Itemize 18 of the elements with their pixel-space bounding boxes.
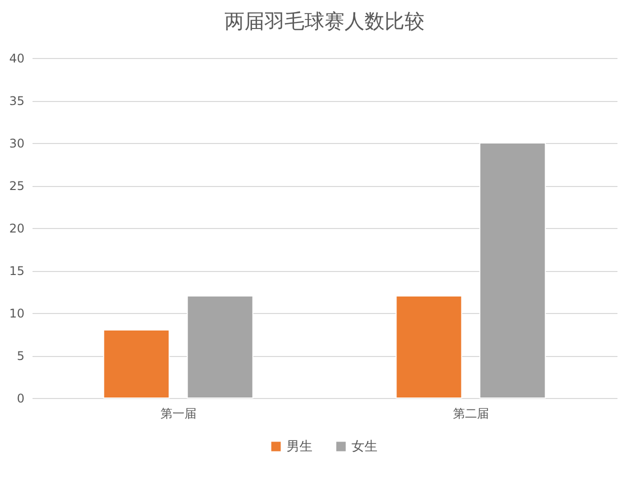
y-tick-label: 35 (9, 94, 24, 108)
chart-title: 两届羽毛球赛人数比较 (224, 9, 424, 33)
bar (396, 296, 462, 398)
y-tick-label: 0 (16, 392, 24, 406)
legend-label: 女生 (352, 440, 378, 455)
x-tick-label: 第一届 (160, 406, 196, 420)
bar (479, 142, 546, 398)
legend-label: 男生 (286, 440, 312, 455)
y-tick-label: 20 (9, 222, 24, 236)
y-tick-label: 15 (9, 264, 24, 278)
y-tick-label: 40 (9, 52, 24, 66)
bar (103, 330, 170, 398)
y-tick-label: 10 (9, 306, 24, 320)
y-tick-label: 30 (9, 136, 24, 150)
y-tick-label: 25 (9, 179, 24, 193)
y-tick-label: 5 (16, 349, 24, 363)
bar (186, 296, 254, 398)
x-tick-label: 第二届 (452, 406, 489, 420)
